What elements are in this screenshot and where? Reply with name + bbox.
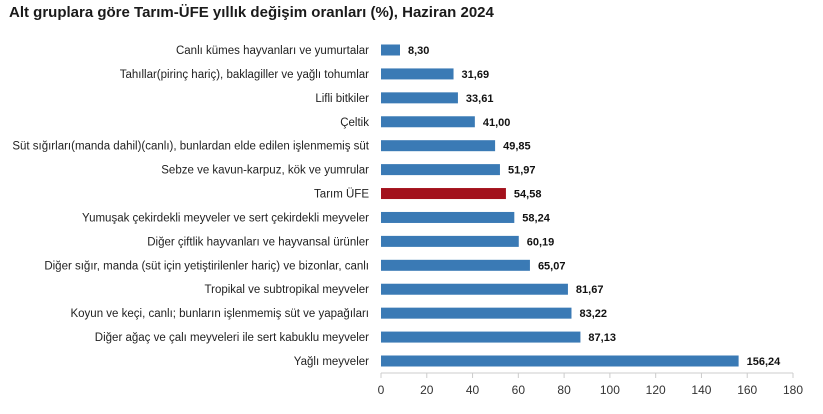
value-label: 33,61 bbox=[466, 93, 494, 105]
bars-layer: Canlı kümes hayvanları ve yumurtalar 8,30… bbox=[12, 44, 782, 368]
category-label: Koyun ve keçi, canlı; bunların işlenmemi… bbox=[70, 308, 369, 320]
bar[interactable] bbox=[381, 283, 568, 295]
value-label: 54,58 bbox=[514, 189, 542, 201]
bar[interactable] bbox=[381, 259, 530, 271]
value-label: 60,19 bbox=[527, 236, 555, 248]
bar[interactable] bbox=[381, 355, 739, 367]
value-label: 58,24 bbox=[522, 212, 550, 224]
bar[interactable] bbox=[381, 44, 400, 56]
value-label: 156,24 bbox=[747, 356, 782, 368]
x-axis: 0 20 40 60 80 100 120 140 160 180 bbox=[378, 372, 803, 397]
value-label: 41,00 bbox=[483, 117, 511, 129]
category-label: Süt sığırları(manda dahil)(canlı), bunla… bbox=[12, 141, 369, 153]
highlight-bar[interactable] bbox=[381, 188, 506, 200]
value-label: 81,67 bbox=[576, 284, 604, 296]
value-label: 8,30 bbox=[408, 45, 429, 57]
bar[interactable] bbox=[381, 211, 515, 223]
category-label: Yumuşak çekirdekli meyveler ve sert çeki… bbox=[82, 212, 369, 224]
x-tick-label: 140 bbox=[691, 383, 711, 397]
value-label: 49,85 bbox=[503, 141, 531, 153]
bar[interactable] bbox=[381, 116, 475, 128]
x-tick-label: 0 bbox=[378, 383, 385, 397]
x-tick-label: 120 bbox=[646, 383, 666, 397]
bar[interactable] bbox=[381, 92, 458, 104]
value-label: 51,97 bbox=[508, 165, 536, 177]
bar[interactable] bbox=[381, 331, 581, 343]
bar[interactable] bbox=[381, 68, 454, 80]
bar[interactable] bbox=[381, 307, 572, 319]
x-tick-label: 180 bbox=[783, 383, 803, 397]
category-label: Diğer sığır, manda (süt için yetiştirile… bbox=[44, 260, 369, 272]
category-label: Yağlı meyveler bbox=[294, 356, 369, 368]
bar[interactable] bbox=[381, 164, 500, 176]
category-label: Çeltik bbox=[340, 117, 369, 129]
bar[interactable] bbox=[381, 140, 496, 152]
category-label: Sebze ve kavun-karpuz, kök ve yumrular bbox=[161, 165, 369, 177]
category-label: Tarım ÜFE bbox=[314, 189, 369, 201]
category-label: Diğer çiftlik hayvanları ve hayvansal ür… bbox=[147, 236, 369, 248]
value-label: 31,69 bbox=[462, 69, 490, 81]
category-label: Tahıllar(pirinç hariç), baklagiller ve y… bbox=[120, 69, 369, 81]
x-tick-label: 160 bbox=[737, 383, 757, 397]
x-tick-label: 80 bbox=[557, 383, 571, 397]
value-label: 87,13 bbox=[588, 332, 616, 344]
x-tick-label: 40 bbox=[466, 383, 480, 397]
chart-title: Alt gruplara göre Tarım-ÜFE yıllık değiş… bbox=[9, 4, 494, 21]
category-label: Diğer ağaç ve çalı meyveleri ile sert ka… bbox=[95, 332, 369, 344]
x-tick-label: 60 bbox=[512, 383, 526, 397]
x-tick-label: 100 bbox=[600, 383, 620, 397]
bar[interactable] bbox=[381, 235, 519, 247]
x-tick-label: 20 bbox=[420, 383, 434, 397]
value-label: 65,07 bbox=[538, 260, 566, 272]
category-label: Canlı kümes hayvanları ve yumurtalar bbox=[176, 45, 369, 57]
value-label: 83,22 bbox=[579, 308, 607, 320]
category-label: Tropikal ve subtropikal meyveler bbox=[205, 284, 370, 296]
category-label: Lifli bitkiler bbox=[315, 93, 369, 105]
